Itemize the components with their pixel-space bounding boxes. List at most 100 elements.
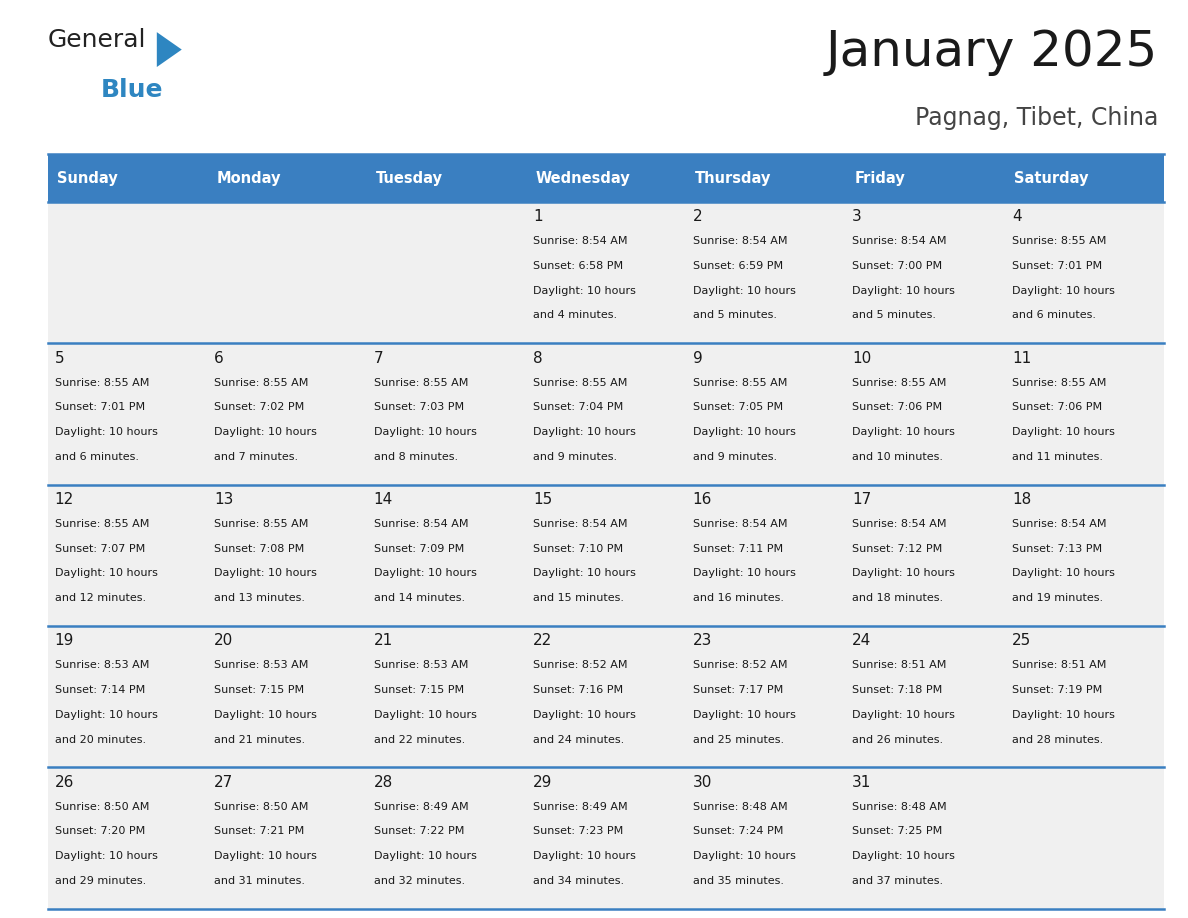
Text: Sunset: 7:19 PM: Sunset: 7:19 PM — [1012, 685, 1102, 695]
Text: Sunrise: 8:54 AM: Sunrise: 8:54 AM — [693, 519, 788, 529]
Text: Sunrise: 8:54 AM: Sunrise: 8:54 AM — [852, 236, 947, 246]
Text: Daylight: 10 hours: Daylight: 10 hours — [1012, 427, 1114, 437]
Text: 15: 15 — [533, 492, 552, 507]
Text: Sunrise: 8:53 AM: Sunrise: 8:53 AM — [214, 660, 309, 670]
Text: Daylight: 10 hours: Daylight: 10 hours — [533, 427, 636, 437]
Text: 3: 3 — [852, 209, 862, 224]
FancyBboxPatch shape — [367, 154, 526, 202]
Text: and 18 minutes.: and 18 minutes. — [852, 593, 943, 603]
Text: Daylight: 10 hours: Daylight: 10 hours — [852, 568, 955, 578]
Text: Sunrise: 8:55 AM: Sunrise: 8:55 AM — [214, 519, 309, 529]
FancyBboxPatch shape — [1005, 626, 1164, 767]
Text: Daylight: 10 hours: Daylight: 10 hours — [55, 568, 158, 578]
Text: Daylight: 10 hours: Daylight: 10 hours — [1012, 710, 1114, 720]
FancyBboxPatch shape — [526, 154, 685, 202]
Text: and 9 minutes.: and 9 minutes. — [693, 452, 777, 462]
Text: Sunday: Sunday — [57, 171, 118, 185]
Text: Daylight: 10 hours: Daylight: 10 hours — [214, 427, 317, 437]
Text: Sunrise: 8:55 AM: Sunrise: 8:55 AM — [693, 377, 788, 387]
Text: Daylight: 10 hours: Daylight: 10 hours — [374, 568, 476, 578]
Text: Daylight: 10 hours: Daylight: 10 hours — [374, 851, 476, 861]
Text: Sunrise: 8:55 AM: Sunrise: 8:55 AM — [1012, 377, 1106, 387]
Text: 30: 30 — [693, 775, 712, 789]
Text: Sunrise: 8:53 AM: Sunrise: 8:53 AM — [55, 660, 148, 670]
Text: Monday: Monday — [216, 171, 282, 185]
Text: 12: 12 — [55, 492, 74, 507]
Text: 13: 13 — [214, 492, 234, 507]
FancyBboxPatch shape — [367, 626, 526, 767]
FancyBboxPatch shape — [685, 485, 845, 626]
Text: Thursday: Thursday — [695, 171, 771, 185]
Text: Sunset: 7:15 PM: Sunset: 7:15 PM — [214, 685, 304, 695]
Text: Daylight: 10 hours: Daylight: 10 hours — [693, 710, 796, 720]
FancyBboxPatch shape — [526, 202, 685, 343]
Text: and 26 minutes.: and 26 minutes. — [852, 734, 943, 744]
FancyBboxPatch shape — [48, 767, 207, 909]
Text: Sunset: 7:05 PM: Sunset: 7:05 PM — [693, 402, 783, 412]
FancyBboxPatch shape — [367, 202, 526, 343]
FancyBboxPatch shape — [48, 154, 207, 202]
Text: Daylight: 10 hours: Daylight: 10 hours — [693, 568, 796, 578]
Text: Sunset: 7:10 PM: Sunset: 7:10 PM — [533, 543, 624, 554]
Text: Sunset: 7:12 PM: Sunset: 7:12 PM — [852, 543, 942, 554]
FancyBboxPatch shape — [48, 202, 207, 343]
Text: 10: 10 — [852, 351, 872, 365]
Text: Sunset: 7:04 PM: Sunset: 7:04 PM — [533, 402, 624, 412]
FancyBboxPatch shape — [845, 626, 1005, 767]
FancyBboxPatch shape — [207, 485, 367, 626]
Text: and 6 minutes.: and 6 minutes. — [1012, 310, 1095, 320]
Text: 29: 29 — [533, 775, 552, 789]
Text: Daylight: 10 hours: Daylight: 10 hours — [1012, 285, 1114, 296]
Text: 24: 24 — [852, 633, 872, 648]
Text: and 8 minutes.: and 8 minutes. — [374, 452, 457, 462]
FancyBboxPatch shape — [685, 343, 845, 485]
Text: Sunset: 6:59 PM: Sunset: 6:59 PM — [693, 261, 783, 271]
Text: Sunrise: 8:48 AM: Sunrise: 8:48 AM — [852, 801, 947, 812]
FancyBboxPatch shape — [526, 626, 685, 767]
FancyBboxPatch shape — [685, 626, 845, 767]
Text: Sunrise: 8:48 AM: Sunrise: 8:48 AM — [693, 801, 788, 812]
Text: Sunset: 7:07 PM: Sunset: 7:07 PM — [55, 543, 145, 554]
Text: Sunset: 7:01 PM: Sunset: 7:01 PM — [55, 402, 145, 412]
Text: Sunset: 7:03 PM: Sunset: 7:03 PM — [374, 402, 463, 412]
Text: 14: 14 — [374, 492, 393, 507]
FancyBboxPatch shape — [1005, 343, 1164, 485]
Text: Sunrise: 8:54 AM: Sunrise: 8:54 AM — [533, 236, 627, 246]
FancyBboxPatch shape — [845, 343, 1005, 485]
Text: Daylight: 10 hours: Daylight: 10 hours — [693, 285, 796, 296]
Text: Saturday: Saturday — [1015, 171, 1088, 185]
FancyBboxPatch shape — [1005, 767, 1164, 909]
Text: Daylight: 10 hours: Daylight: 10 hours — [852, 285, 955, 296]
FancyBboxPatch shape — [1005, 154, 1164, 202]
Text: 2: 2 — [693, 209, 702, 224]
FancyBboxPatch shape — [207, 154, 367, 202]
FancyBboxPatch shape — [685, 154, 845, 202]
Text: and 19 minutes.: and 19 minutes. — [1012, 593, 1102, 603]
Text: Sunrise: 8:49 AM: Sunrise: 8:49 AM — [533, 801, 628, 812]
Text: Sunset: 7:16 PM: Sunset: 7:16 PM — [533, 685, 624, 695]
Text: 8: 8 — [533, 351, 543, 365]
Text: Friday: Friday — [854, 171, 905, 185]
Text: Sunset: 7:24 PM: Sunset: 7:24 PM — [693, 826, 783, 836]
FancyBboxPatch shape — [207, 202, 367, 343]
Text: and 10 minutes.: and 10 minutes. — [852, 452, 943, 462]
Text: Sunset: 7:11 PM: Sunset: 7:11 PM — [693, 543, 783, 554]
Text: 19: 19 — [55, 633, 74, 648]
FancyBboxPatch shape — [845, 202, 1005, 343]
Text: Sunrise: 8:55 AM: Sunrise: 8:55 AM — [852, 377, 947, 387]
FancyBboxPatch shape — [48, 485, 207, 626]
Text: and 35 minutes.: and 35 minutes. — [693, 876, 784, 886]
Text: and 5 minutes.: and 5 minutes. — [693, 310, 777, 320]
Text: Tuesday: Tuesday — [377, 171, 443, 185]
FancyBboxPatch shape — [845, 154, 1005, 202]
Text: 28: 28 — [374, 775, 393, 789]
Text: Daylight: 10 hours: Daylight: 10 hours — [55, 427, 158, 437]
Text: and 31 minutes.: and 31 minutes. — [214, 876, 305, 886]
FancyBboxPatch shape — [526, 767, 685, 909]
Text: 25: 25 — [1012, 633, 1031, 648]
Text: Sunset: 7:06 PM: Sunset: 7:06 PM — [1012, 402, 1102, 412]
Text: and 6 minutes.: and 6 minutes. — [55, 452, 139, 462]
Text: Sunrise: 8:53 AM: Sunrise: 8:53 AM — [374, 660, 468, 670]
FancyBboxPatch shape — [845, 485, 1005, 626]
Text: Daylight: 10 hours: Daylight: 10 hours — [214, 710, 317, 720]
